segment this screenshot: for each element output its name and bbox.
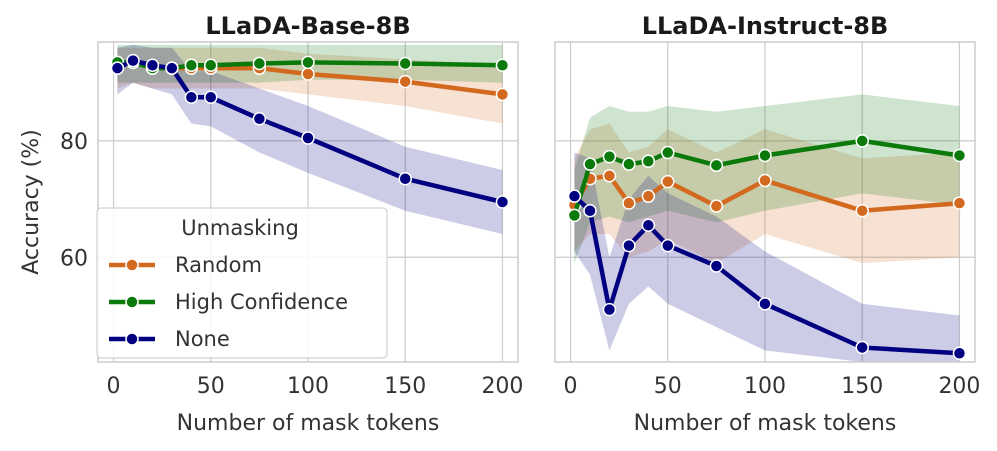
data-point-high-confidence [583, 157, 597, 171]
series-line-high-confidence [572, 138, 960, 217]
x-tick-label: 100 [287, 374, 329, 399]
band-none [574, 152, 960, 362]
data-point-random [622, 196, 636, 210]
data-point-none [204, 90, 218, 105]
series-line-none [572, 194, 960, 356]
data-point-none [855, 340, 869, 355]
data-point-none [709, 259, 724, 273]
data-point-none [758, 297, 772, 311]
chart-title: LLaDA-Base-8B [205, 12, 410, 40]
legend-title: Unmasking [181, 216, 299, 240]
data-point-high-confidence [709, 158, 724, 173]
data-point-none [602, 302, 617, 317]
data-point-high-confidence [952, 148, 967, 163]
data-point-random [661, 174, 675, 189]
x-axis-label: Number of mask tokens [634, 411, 897, 436]
x-tick-label: 100 [744, 374, 786, 399]
x-tick-label: 50 [654, 374, 682, 399]
data-point-high-confidence [855, 134, 869, 148]
x-tick-label: 150 [841, 374, 883, 399]
x-tick-label: 50 [197, 374, 225, 399]
legend-entry-none: None [109, 327, 230, 351]
data-point-none [126, 53, 140, 68]
confidence-bands [574, 94, 960, 362]
series-line-none [116, 58, 503, 205]
data-point-none [583, 203, 597, 218]
series-lines [567, 134, 967, 361]
data-point-high-confidence [301, 55, 315, 70]
x-tick-label: 200 [938, 374, 980, 399]
data-point-none [110, 61, 125, 75]
data-point-high-confidence [398, 56, 412, 71]
data-point-high-confidence [252, 56, 267, 71]
y-tick-label: 80 [60, 130, 88, 155]
data-point-high-confidence [661, 145, 675, 160]
data-point-random [855, 203, 869, 218]
legend-entry-random: Random [109, 253, 262, 277]
x-tick-label: 0 [107, 374, 121, 399]
panel-1: LLaDA-Base-8B 0 50 100 150 200 60 80 Number of m… [19, 12, 523, 436]
plot-frame [554, 41, 976, 363]
legend-swatch-marker [125, 295, 139, 309]
data-point-random [758, 173, 772, 188]
data-point-none [661, 238, 675, 253]
data-point-none [165, 61, 179, 75]
legend-entry-high-confidence: High Confidence [109, 290, 348, 314]
data-point-high-confidence [622, 157, 636, 171]
data-point-high-confidence [204, 58, 218, 73]
legend-swatch-marker [125, 332, 139, 346]
data-point-none [252, 112, 267, 126]
x-tick-label: 0 [564, 374, 578, 399]
data-point-high-confidence [184, 58, 199, 73]
series-line-high-confidence [117, 60, 503, 71]
data-point-none [641, 218, 656, 233]
data-point-none [622, 238, 636, 253]
legend-swatch-marker [125, 258, 139, 272]
data-point-random [301, 67, 315, 81]
data-point-high-confidence [641, 154, 656, 169]
data-point-none [398, 171, 412, 186]
data-point-random [641, 189, 656, 203]
legend-box [96, 207, 388, 359]
legend-label: High Confidence [175, 290, 348, 314]
series-lines [110, 53, 510, 209]
data-point-none [145, 58, 160, 73]
data-point-none [301, 131, 315, 145]
data-point-none [184, 90, 199, 105]
data-point-random [602, 169, 617, 183]
data-point-none [952, 346, 967, 361]
data-point-random [952, 196, 967, 210]
data-point-high-confidence [567, 208, 582, 223]
legend-label: Random [175, 253, 262, 277]
data-point-random [495, 87, 510, 102]
legend-label: None [175, 327, 230, 351]
data-point-none [567, 189, 582, 203]
y-axis-label: Accuracy (%) [19, 129, 44, 275]
x-tick-label: 200 [481, 374, 523, 399]
legend: Unmasking Random High Confidence None [96, 207, 388, 359]
data-point-random [398, 74, 412, 89]
data-point-high-confidence [758, 148, 772, 163]
series-line-random [572, 173, 960, 213]
data-point-random [709, 199, 724, 213]
chart-title: LLaDA-Instruct-8B [642, 12, 889, 40]
y-tick-label: 60 [60, 246, 88, 271]
data-point-high-confidence [495, 58, 510, 73]
data-point-none [495, 195, 510, 209]
x-tick-label: 150 [384, 374, 426, 399]
x-axis-label: Number of mask tokens [177, 411, 440, 436]
plot-frame [97, 41, 519, 363]
panel-2: LLaDA-Instruct-8B 0 50 100 150 200 Number of m… [554, 12, 980, 436]
data-point-high-confidence [602, 149, 617, 164]
